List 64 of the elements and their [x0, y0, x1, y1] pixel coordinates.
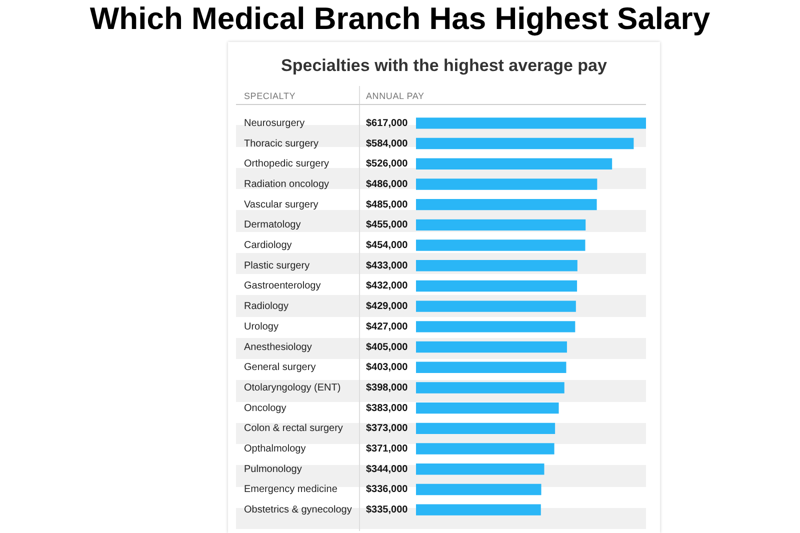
bar	[416, 240, 586, 251]
bar	[416, 118, 646, 129]
bar	[416, 198, 597, 210]
y-tick-label: Cardiology	[244, 240, 292, 252]
bar	[416, 158, 612, 170]
bar	[416, 362, 566, 373]
y-tick-label: Anesthesiology	[244, 342, 312, 353]
y-tick-label: Urology	[244, 321, 278, 332]
data-label: $433,000	[366, 260, 408, 272]
bar	[416, 382, 564, 394]
bar	[416, 402, 559, 414]
bar	[416, 178, 598, 190]
bar	[416, 321, 576, 332]
data-label: $455,000	[366, 220, 408, 231]
data-label: $383,000	[366, 402, 408, 414]
bar	[416, 341, 567, 353]
chart-title: Which Medical Branch Has Highest Salary	[88, 0, 712, 38]
y-tick-label: Gastroenterology	[244, 280, 321, 292]
y-tick-label: Vascular surgery	[244, 199, 318, 210]
y-tick-label: Thoracic surgery	[244, 138, 318, 150]
bar	[416, 504, 541, 516]
y-tick-label: Dermatology	[244, 220, 301, 231]
y-tick-label: Orthopedic surgery	[244, 158, 330, 170]
data-label: $371,000	[366, 444, 408, 455]
data-label: $485,000	[366, 199, 408, 210]
bar	[416, 219, 586, 231]
bar	[416, 138, 634, 150]
y-tick-label: Opthalmology	[244, 444, 306, 455]
y-tick-label: Neurosurgery	[244, 118, 305, 129]
data-label: $373,000	[366, 423, 408, 434]
data-label: $584,000	[366, 138, 408, 150]
data-label: $429,000	[366, 301, 408, 312]
text: ANNUAL PAY	[366, 91, 424, 101]
data-label: $344,000	[366, 464, 408, 475]
y-tick-label: Colon & rectal surgery	[244, 423, 343, 434]
bar	[416, 422, 556, 434]
data-label: $398,000	[366, 382, 408, 394]
data-label: $454,000	[366, 240, 408, 252]
data-label: $526,000	[366, 158, 408, 170]
data-label: $486,000	[366, 178, 408, 190]
text: SPECIALTY	[244, 91, 296, 101]
y-tick-label: General surgery	[244, 362, 316, 374]
y-tick-label: Pulmonology	[244, 464, 302, 475]
bar	[416, 443, 554, 454]
data-label: $432,000	[366, 280, 408, 292]
y-tick-label: Otolaryngology (ENT)	[244, 382, 341, 394]
y-tick-label: Oncology	[244, 402, 286, 414]
y-tick-label: Emergency medicine	[244, 484, 338, 496]
y-tick-label: Radiology	[244, 301, 288, 312]
y-tick-label: Radiation oncology	[244, 178, 330, 190]
data-label: $427,000	[366, 321, 408, 332]
bar	[416, 484, 542, 496]
bar	[416, 300, 576, 312]
data-label: $405,000	[366, 342, 408, 353]
data-label: $617,000	[366, 118, 408, 129]
y-tick-label: Obstetrics & gynecology	[244, 504, 352, 516]
bar	[416, 260, 578, 272]
data-label: $336,000	[366, 484, 408, 496]
bar	[416, 464, 544, 475]
data-label: $335,000	[366, 504, 408, 516]
y-tick-label: Plastic surgery	[244, 260, 310, 272]
data-label: $403,000	[366, 362, 408, 374]
bar	[416, 280, 578, 292]
chart-subtitle: Specialties with the highest average pay	[280, 56, 608, 76]
